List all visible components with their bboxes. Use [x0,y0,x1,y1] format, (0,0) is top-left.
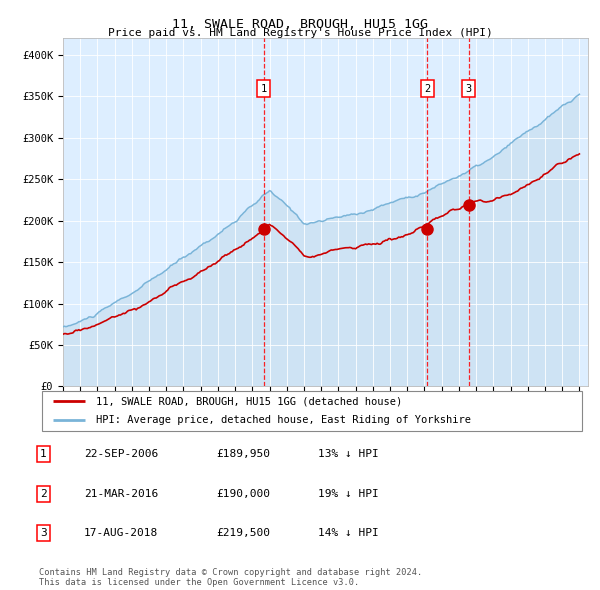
Text: 2: 2 [40,489,47,499]
Text: 11, SWALE ROAD, BROUGH, HU15 1GG (detached house): 11, SWALE ROAD, BROUGH, HU15 1GG (detach… [96,396,402,407]
Text: Price paid vs. HM Land Registry's House Price Index (HPI): Price paid vs. HM Land Registry's House … [107,28,493,38]
Text: £190,000: £190,000 [216,489,270,499]
Text: 3: 3 [40,528,47,537]
Text: 13% ↓ HPI: 13% ↓ HPI [318,450,379,459]
Text: 11, SWALE ROAD, BROUGH, HU15 1GG: 11, SWALE ROAD, BROUGH, HU15 1GG [172,18,428,31]
Text: 1: 1 [40,450,47,459]
Text: 22-SEP-2006: 22-SEP-2006 [84,450,158,459]
Text: 19% ↓ HPI: 19% ↓ HPI [318,489,379,499]
Text: 2: 2 [424,84,430,94]
Text: Contains HM Land Registry data © Crown copyright and database right 2024.
This d: Contains HM Land Registry data © Crown c… [39,568,422,587]
Text: £189,950: £189,950 [216,450,270,459]
Text: £219,500: £219,500 [216,528,270,537]
Text: 3: 3 [466,84,472,94]
Text: HPI: Average price, detached house, East Riding of Yorkshire: HPI: Average price, detached house, East… [96,415,471,425]
Text: 1: 1 [260,84,267,94]
Text: 17-AUG-2018: 17-AUG-2018 [84,528,158,537]
Text: 14% ↓ HPI: 14% ↓ HPI [318,528,379,537]
Text: 21-MAR-2016: 21-MAR-2016 [84,489,158,499]
